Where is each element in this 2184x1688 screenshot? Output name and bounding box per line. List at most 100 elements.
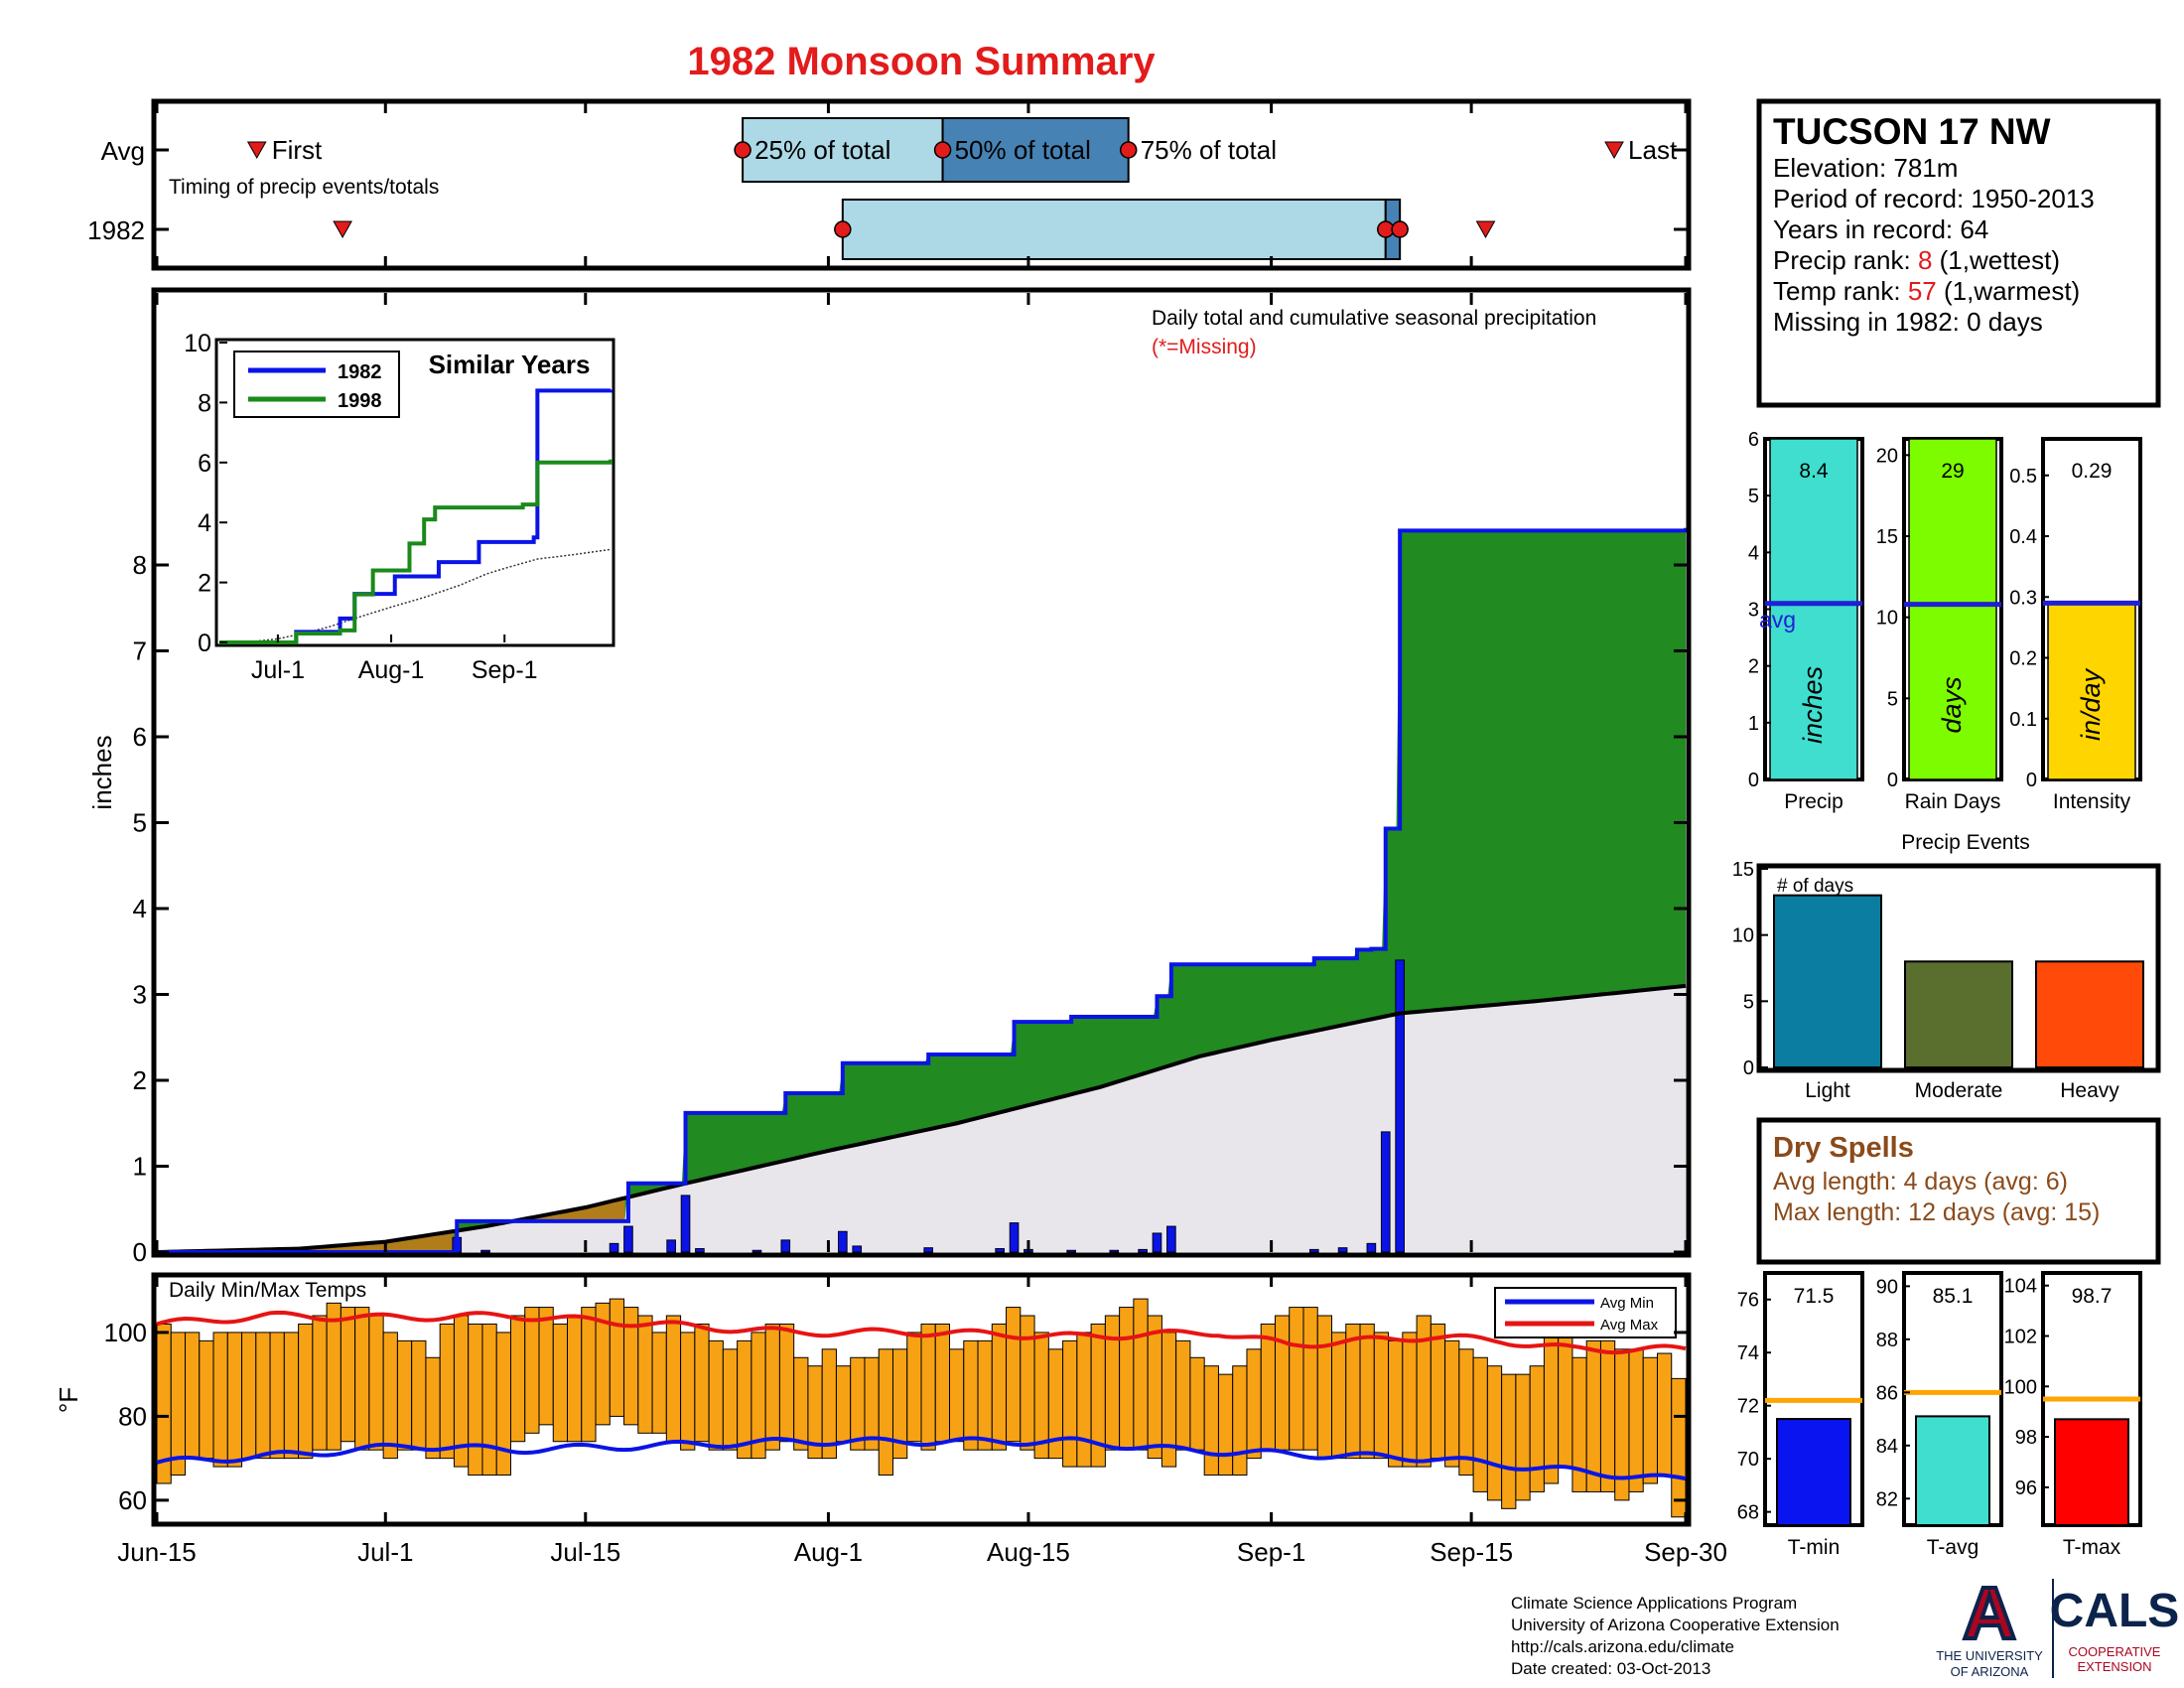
- temp-range-bar: [439, 1323, 455, 1460]
- obs-p50-marker: [1377, 220, 1395, 238]
- temp-range-bar: [1246, 1348, 1262, 1460]
- timing-row-avg: Avg: [101, 136, 145, 166]
- avg-box-25-50: [742, 117, 944, 183]
- stat-ytick-label-0: 3: [1748, 600, 1759, 622]
- temp-range-bar: [481, 1323, 497, 1477]
- inset-ytick-label: 0: [198, 630, 211, 657]
- surplus-area: [624, 527, 1686, 1221]
- temp-range-bar: [991, 1323, 1008, 1451]
- inset-ytick-label: 2: [198, 570, 211, 598]
- average-area: [157, 985, 1686, 1252]
- temp-range-bar: [651, 1332, 667, 1434]
- events-ytick-label: 5: [1743, 991, 1754, 1013]
- daily-precip-bar: [623, 1225, 633, 1253]
- inset-legend-box: [233, 351, 400, 418]
- temp-range-bar: [906, 1332, 922, 1443]
- stat-ytick-label-1: 5: [1887, 688, 1898, 710]
- temp-range-bar: [963, 1339, 979, 1451]
- avg-box-50-75: [941, 117, 1130, 183]
- daily-precip-bar: [923, 1247, 934, 1253]
- events-note: # of days: [1777, 876, 1853, 897]
- temp-range-bar: [567, 1315, 583, 1443]
- temp-range-bar: [1006, 1307, 1022, 1443]
- x-axis-label: Aug-1: [794, 1537, 863, 1567]
- stat-value-1: 29: [1941, 460, 1964, 483]
- temp-range-bar: [1331, 1332, 1347, 1460]
- daily-precip-bar: [609, 1242, 619, 1253]
- temp-range-bar: [1217, 1373, 1234, 1477]
- temp-range-bar: [312, 1315, 328, 1451]
- temp-ytick-label: 80: [118, 1401, 147, 1431]
- temp-legend-box: [1494, 1287, 1677, 1338]
- stat-bar-1: [1908, 438, 1997, 780]
- temp-range-bar: [1671, 1377, 1687, 1518]
- temp-range-bar: [509, 1315, 526, 1443]
- inset-series-1998: [219, 459, 613, 644]
- temp-range-bar: [411, 1339, 427, 1451]
- stat-ytick-label-1: 15: [1876, 526, 1898, 548]
- temp-range-bar: [199, 1339, 214, 1460]
- station-precip-rank: Precip rank: 8 (1,wettest): [1773, 245, 2060, 275]
- temp-stat-ytick-label-2: 100: [2004, 1376, 2037, 1398]
- station-period: Period of record: 1950-2013: [1773, 184, 2095, 213]
- daily-precip-bar: [838, 1230, 848, 1253]
- x-axis-label: Sep-1: [1237, 1537, 1305, 1567]
- temp-range-bar: [878, 1348, 893, 1477]
- temp-stat-bar-2: [2054, 1418, 2129, 1526]
- temp-range-bar: [538, 1307, 554, 1426]
- temp-range-bar: [1119, 1307, 1135, 1451]
- dry-spells-frame: [1756, 1117, 2161, 1265]
- temp-range-bar: [1373, 1332, 1390, 1460]
- events-bar-light: [1773, 894, 1882, 1069]
- precip-ytick-label: 4: [133, 894, 147, 923]
- timing-caption: Timing of precip events/totals: [169, 176, 439, 199]
- temp-stat-value-2: 98.7: [2072, 1285, 2113, 1308]
- events-title: Precip Events: [1901, 831, 2030, 854]
- x-axis-label: Sep-30: [1644, 1537, 1727, 1567]
- stat-ytick-label-0: 1: [1748, 713, 1759, 735]
- daily-precip-bar: [680, 1195, 691, 1253]
- temp-range-bar: [1515, 1373, 1531, 1501]
- temp-range-bar: [552, 1323, 569, 1443]
- temp-stat-ytick-label-1: 90: [1876, 1276, 1898, 1298]
- obs-p75-marker: [1391, 220, 1409, 238]
- timing-panel: First 25% of total 50% of total 75% of tota…: [87, 98, 1692, 271]
- avg-p25-marker: [734, 141, 751, 159]
- stat-value-0: 8.4: [1799, 460, 1829, 483]
- precip-rank-label: Precip rank:: [1773, 245, 1918, 275]
- avg-min-line: [156, 1436, 1687, 1481]
- temp-range-bar: [1076, 1332, 1092, 1468]
- university-of-arizona-logo: A THE UNIVERSITY OF ARIZONA: [1936, 1570, 2043, 1679]
- temp-stat-value-1: 85.1: [1933, 1285, 1974, 1308]
- footer: Climate Science Applications Program Uni…: [1511, 1570, 2180, 1679]
- daily-precip-bar: [666, 1239, 676, 1253]
- daily-precip-bar: [480, 1249, 490, 1253]
- daily-precip-bar: [1066, 1249, 1076, 1253]
- precip-rank-note: (1,wettest): [1932, 245, 2060, 275]
- stat-ytick-label-2: 0.3: [2009, 587, 2037, 609]
- cals-wordmark: CALS: [2050, 1585, 2180, 1637]
- inset-ytick-label: 6: [198, 450, 211, 478]
- temp-rank-value: 57: [1908, 276, 1937, 306]
- daily-precip-bar: [751, 1249, 762, 1253]
- temp-range-bar: [1388, 1339, 1404, 1468]
- daily-precip-bar: [695, 1248, 705, 1253]
- events-ytick-label: 0: [1743, 1057, 1754, 1079]
- temp-range-bar: [609, 1298, 625, 1417]
- temp-range-bar: [821, 1348, 837, 1460]
- events-category-label: Heavy: [2060, 1079, 2119, 1102]
- temp-range-bar: [1175, 1339, 1191, 1451]
- ua-line1: THE UNIVERSITY: [1936, 1648, 2043, 1663]
- stat-ytick-label-2: 0.1: [2009, 709, 2037, 731]
- temp-range-bar: [255, 1332, 271, 1460]
- ua-line2: OF ARIZONA: [1951, 1664, 2029, 1679]
- p75-label: 75% of total: [1141, 135, 1277, 165]
- temperature-stat-bars: 71.5 68 70 72 74 76 T-min 85.1 82 84 86 88 90 T-avg 98…: [1737, 1271, 2142, 1559]
- temp-range-bar: [1656, 1352, 1673, 1477]
- temp-range-bar: [368, 1315, 384, 1451]
- temp-panel: Daily Min/Max Temps °F Avg Min Avg Max 6…: [54, 1272, 1692, 1527]
- inset-ytick-label: 4: [198, 509, 211, 537]
- temp-stat-bar-1: [1915, 1415, 1990, 1526]
- temp-range-bar: [680, 1332, 696, 1451]
- footer-line3: http://cals.arizona.edu/climate: [1511, 1637, 1734, 1656]
